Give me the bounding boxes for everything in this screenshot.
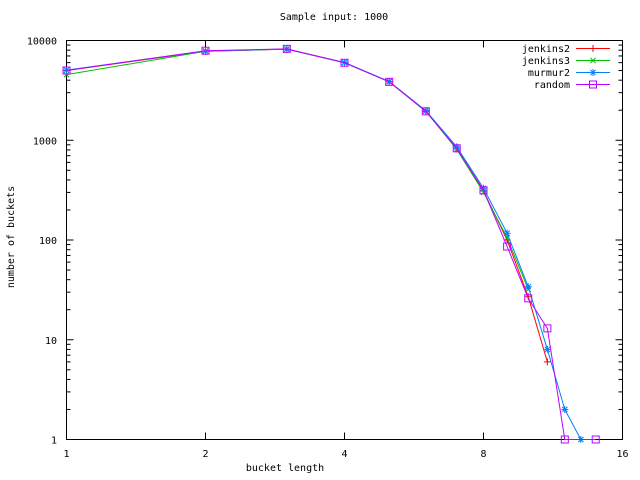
- chart-title: Sample input: 1000: [280, 12, 388, 23]
- data-point-marker: [589, 80, 597, 89]
- y-tick-label: 100: [39, 236, 57, 247]
- data-point-marker: [589, 45, 597, 52]
- series-jenkins2-line: [66, 48, 548, 363]
- legend-item-jenkins3: jenkins3: [522, 56, 610, 67]
- data-point-marker: [503, 229, 511, 237]
- series-jenkins3-line: [66, 48, 529, 290]
- data-point-marker: [590, 57, 596, 64]
- data-point-marker: [561, 405, 569, 413]
- y-tick-label: 1: [51, 436, 57, 447]
- y-tick-label: 10000: [27, 37, 57, 48]
- data-point-marker: [452, 144, 461, 153]
- data-point-marker: [422, 107, 430, 115]
- y-tick-label: 1000: [33, 136, 57, 147]
- x-tick-label: 4: [341, 449, 347, 460]
- series-jenkins3: [63, 46, 532, 293]
- data-point-marker: [591, 435, 600, 444]
- series-random-line: [66, 48, 596, 440]
- x-tick-label: 16: [616, 449, 628, 460]
- plot-frame: 1 2 4 8 16 1 10 100 1000 10000: [27, 37, 629, 461]
- legend-item-jenkins2: jenkins2: [522, 44, 610, 55]
- x-tick-label: 8: [480, 449, 486, 460]
- x-tick-label: 2: [202, 449, 208, 460]
- legend-label: random: [534, 80, 570, 91]
- data-point-marker: [385, 77, 394, 86]
- y-axis-label: number of buckets: [6, 186, 17, 288]
- legend-label: murmur2: [528, 68, 570, 79]
- data-point-marker: [340, 58, 349, 67]
- data-point-marker: [421, 107, 430, 116]
- data-point-marker: [543, 324, 552, 333]
- x-tick-label: 1: [63, 449, 69, 460]
- data-point-marker: [560, 435, 569, 444]
- data-point-marker: [589, 69, 597, 76]
- data-point-marker: [524, 283, 532, 291]
- data-point-marker: [62, 66, 71, 75]
- data-point-marker: [63, 71, 70, 78]
- data-point-marker: [543, 345, 551, 353]
- plot-border: [66, 40, 623, 440]
- x-axis-label: bucket length: [246, 463, 324, 474]
- legend-item-random: random: [534, 80, 610, 91]
- data-point-marker: [524, 294, 533, 303]
- legend-item-murmur2: murmur2: [528, 68, 610, 79]
- series-layer: [62, 44, 600, 444]
- series-random: [62, 44, 600, 444]
- data-point-marker: [543, 358, 551, 366]
- legend-label: jenkins2: [522, 44, 570, 55]
- data-point-marker: [282, 44, 291, 53]
- series-jenkins2: [63, 45, 551, 366]
- data-point-marker: [201, 46, 210, 55]
- data-point-marker: [504, 234, 511, 241]
- legend-label: jenkins3: [522, 56, 570, 67]
- data-point-marker: [479, 186, 488, 195]
- y-tick-label: 10: [45, 336, 57, 347]
- data-point-marker: [480, 184, 487, 192]
- data-point-marker: [503, 242, 512, 251]
- data-point-marker: [453, 143, 461, 151]
